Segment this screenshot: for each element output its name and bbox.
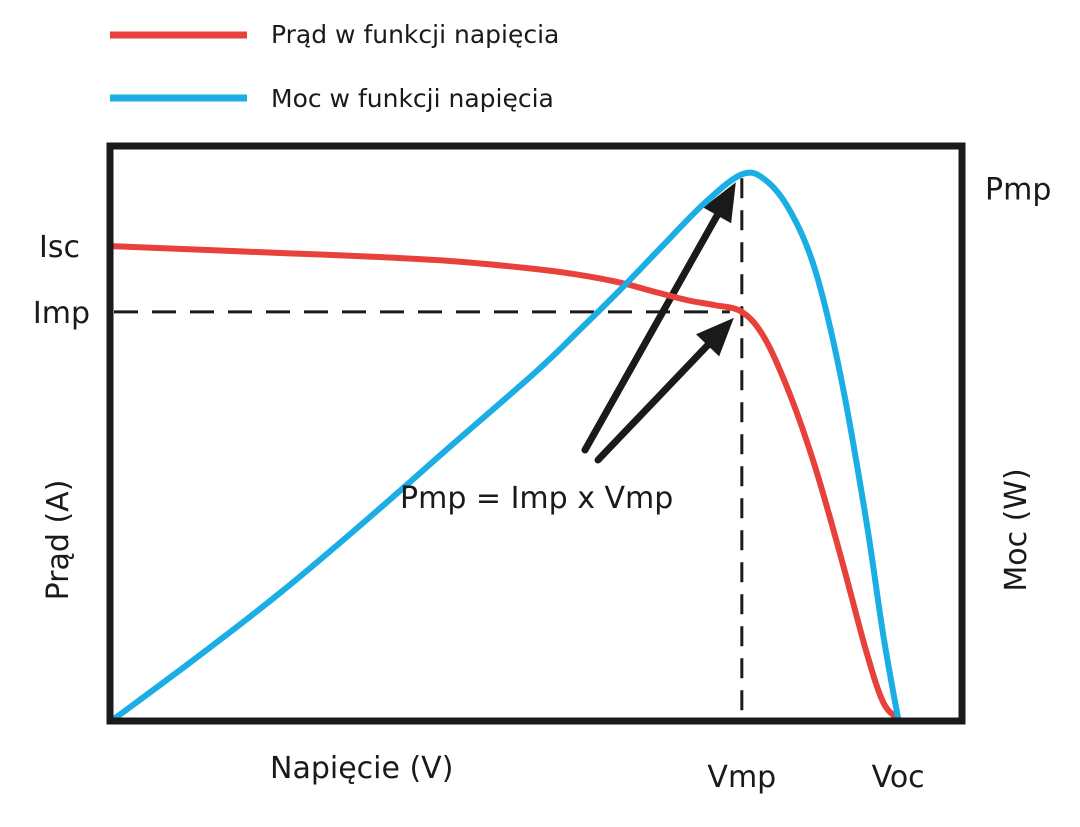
annotation-pmp-formula: Pmp = Imp x Vmp <box>400 481 673 516</box>
arrow-to-pmp-head <box>703 182 736 224</box>
guides <box>114 178 744 719</box>
y-tick-label-isc: Isc <box>39 230 80 265</box>
power-curve <box>111 169 902 722</box>
x-axis-title: Napięcie (V) <box>270 751 453 786</box>
x-tick-label-vmp: Vmp <box>707 760 776 795</box>
series-layer <box>111 169 902 722</box>
y-axis-title-right: Moc (W) <box>999 468 1034 591</box>
arrow-to-imp-knee-shaft <box>594 341 712 464</box>
y-axis-title-left: Prąd (A) <box>41 480 76 601</box>
legend-label-current: Prąd w funkcji napięcia <box>271 20 559 49</box>
x-tick-label-voc: Voc <box>872 760 925 795</box>
arrow-to-pmp-shaft <box>581 211 721 454</box>
y-tick-label-pmp: Pmp <box>985 172 1051 207</box>
legend: Prąd w funkcji napięcia Moc w funkcji na… <box>110 20 559 113</box>
arrow-to-imp-knee-head <box>696 317 734 357</box>
arrows <box>581 182 736 464</box>
legend-label-power: Moc w funkcji napięcia <box>271 84 554 113</box>
current-curve <box>111 243 902 722</box>
plot-frame <box>106 142 966 725</box>
y-tick-label-imp: Imp <box>33 296 90 331</box>
